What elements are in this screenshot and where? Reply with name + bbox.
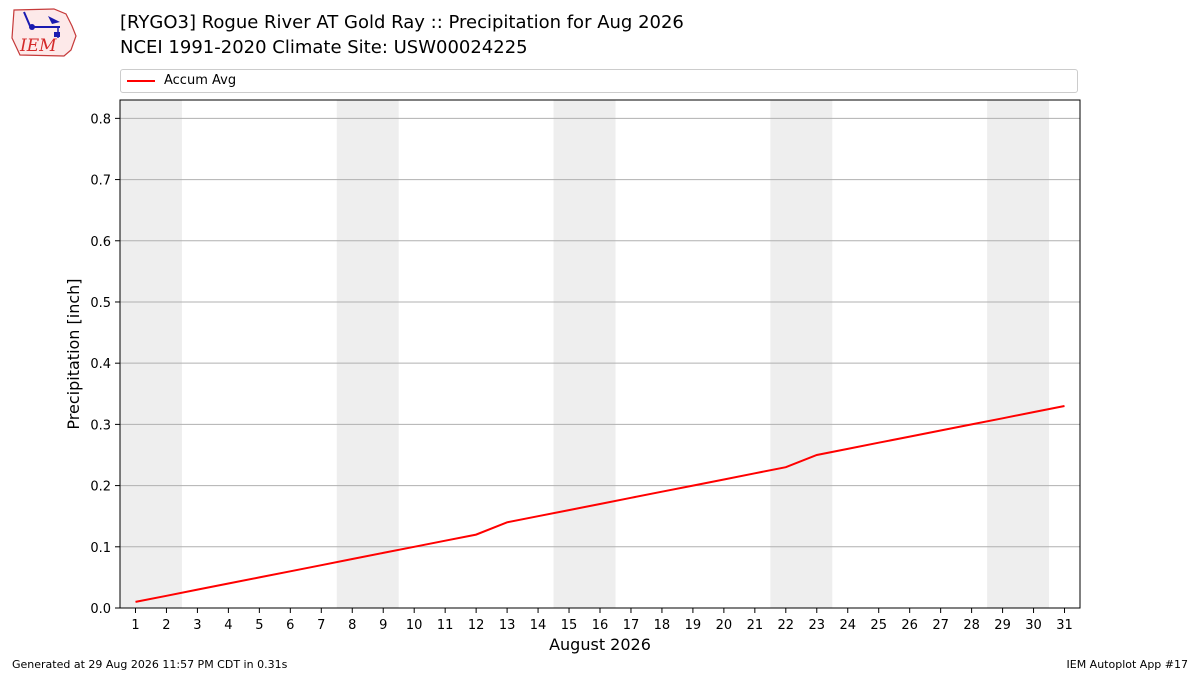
x-tick-label-20: 20 bbox=[716, 618, 733, 633]
x-tick-label-15: 15 bbox=[561, 618, 578, 633]
data-point-31 bbox=[1064, 405, 1066, 407]
x-tick-label-26: 26 bbox=[901, 618, 918, 633]
data-point-8 bbox=[351, 558, 353, 560]
data-point-6 bbox=[289, 570, 291, 572]
x-tick-label-5: 5 bbox=[255, 618, 263, 633]
legend-label-accum-avg: Accum Avg bbox=[164, 73, 237, 88]
x-tick-label-18: 18 bbox=[654, 618, 671, 633]
data-point-24 bbox=[847, 448, 849, 450]
data-point-15 bbox=[568, 509, 570, 511]
x-tick-label-11: 11 bbox=[437, 618, 454, 633]
x-tick-label-14: 14 bbox=[530, 618, 547, 633]
weekend-shade-8-9 bbox=[336, 100, 399, 608]
y-tick-label-4: 0.4 bbox=[90, 357, 111, 372]
y-tick-label-0: 0.0 bbox=[90, 602, 111, 617]
x-tick-label-7: 7 bbox=[317, 618, 325, 633]
x-tick-label-28: 28 bbox=[963, 618, 980, 633]
x-tick-label-4: 4 bbox=[224, 618, 232, 633]
y-tick-label-2: 0.2 bbox=[90, 480, 111, 495]
series-line-accum-avg bbox=[135, 405, 1065, 603]
data-point-12 bbox=[475, 534, 477, 536]
x-tick-label-27: 27 bbox=[932, 618, 949, 633]
x-tick-label-2: 2 bbox=[162, 618, 170, 633]
data-point-26 bbox=[909, 436, 911, 438]
y-axis-label: Precipitation [inch] bbox=[64, 278, 83, 429]
data-point-5 bbox=[258, 576, 260, 578]
y-tick-label-5: 0.5 bbox=[90, 296, 111, 311]
data-point-27 bbox=[940, 430, 942, 432]
x-tick-label-12: 12 bbox=[468, 618, 485, 633]
x-tick-label-8: 8 bbox=[348, 618, 356, 633]
y-tick-label-6: 0.6 bbox=[90, 235, 111, 250]
x-tick-label-19: 19 bbox=[685, 618, 702, 633]
data-point-1 bbox=[134, 601, 136, 603]
legend: Accum Avg bbox=[120, 69, 1078, 93]
data-point-3 bbox=[196, 589, 198, 591]
data-point-17 bbox=[630, 497, 632, 499]
data-point-14 bbox=[537, 515, 539, 517]
x-axis-label: August 2026 bbox=[549, 635, 651, 654]
generated-timestamp: Generated at 29 Aug 2026 11:57 PM CDT in… bbox=[12, 658, 288, 671]
x-tick-label-9: 9 bbox=[379, 618, 387, 633]
x-tick-label-24: 24 bbox=[839, 618, 856, 633]
data-point-28 bbox=[971, 423, 973, 425]
data-point-30 bbox=[1033, 411, 1035, 413]
app-credit: IEM Autoplot App #17 bbox=[1066, 658, 1189, 671]
y-tick-label-7: 0.7 bbox=[90, 174, 111, 189]
x-tick-label-10: 10 bbox=[406, 618, 423, 633]
data-point-29 bbox=[1002, 417, 1004, 419]
y-tick-label-1: 0.1 bbox=[90, 541, 111, 556]
y-tick-label-8: 0.8 bbox=[90, 112, 111, 127]
data-point-20 bbox=[723, 478, 725, 480]
x-tick-label-21: 21 bbox=[747, 618, 764, 633]
x-tick-label-29: 29 bbox=[994, 618, 1011, 633]
data-point-4 bbox=[227, 583, 229, 585]
data-point-13 bbox=[506, 521, 508, 523]
data-point-25 bbox=[878, 442, 880, 444]
x-tick-label-16: 16 bbox=[592, 618, 609, 633]
data-point-11 bbox=[444, 540, 446, 542]
data-point-9 bbox=[382, 552, 384, 554]
chart-subtitle: NCEI 1991-2020 Climate Site: USW00024225 bbox=[120, 37, 528, 58]
x-tick-label-22: 22 bbox=[778, 618, 795, 633]
data-point-7 bbox=[320, 564, 322, 566]
weekend-shade-1-2 bbox=[120, 100, 182, 608]
data-point-2 bbox=[165, 595, 167, 597]
x-tick-label-13: 13 bbox=[499, 618, 516, 633]
data-point-21 bbox=[754, 472, 756, 474]
x-tick-label-6: 6 bbox=[286, 618, 294, 633]
data-point-16 bbox=[599, 503, 601, 505]
data-point-22 bbox=[785, 466, 787, 468]
data-point-10 bbox=[413, 546, 415, 548]
x-tick-label-25: 25 bbox=[870, 618, 887, 633]
x-tick-label-31: 31 bbox=[1056, 618, 1073, 633]
plot-frame bbox=[119, 99, 1081, 609]
svg-text:IEM: IEM bbox=[19, 36, 57, 56]
x-tick-label-23: 23 bbox=[809, 618, 826, 633]
x-tick-label-30: 30 bbox=[1025, 618, 1042, 633]
data-point-18 bbox=[661, 491, 663, 493]
y-tick-label-3: 0.3 bbox=[90, 418, 111, 433]
weekend-shade-22-23 bbox=[770, 100, 833, 608]
iem-logo: IEM bbox=[11, 8, 77, 57]
weekend-shade-29-30 bbox=[987, 100, 1050, 608]
x-tick-label-17: 17 bbox=[623, 618, 640, 633]
data-point-23 bbox=[816, 454, 818, 456]
chart-title: [RYGO3] Rogue River AT Gold Ray :: Preci… bbox=[120, 12, 684, 33]
x-tick-label-1: 1 bbox=[131, 618, 139, 633]
weekend-shade-15-16 bbox=[553, 100, 616, 608]
data-point-19 bbox=[692, 485, 694, 487]
legend-swatch-accum-avg bbox=[127, 80, 155, 82]
x-tick-label-3: 3 bbox=[193, 618, 201, 633]
